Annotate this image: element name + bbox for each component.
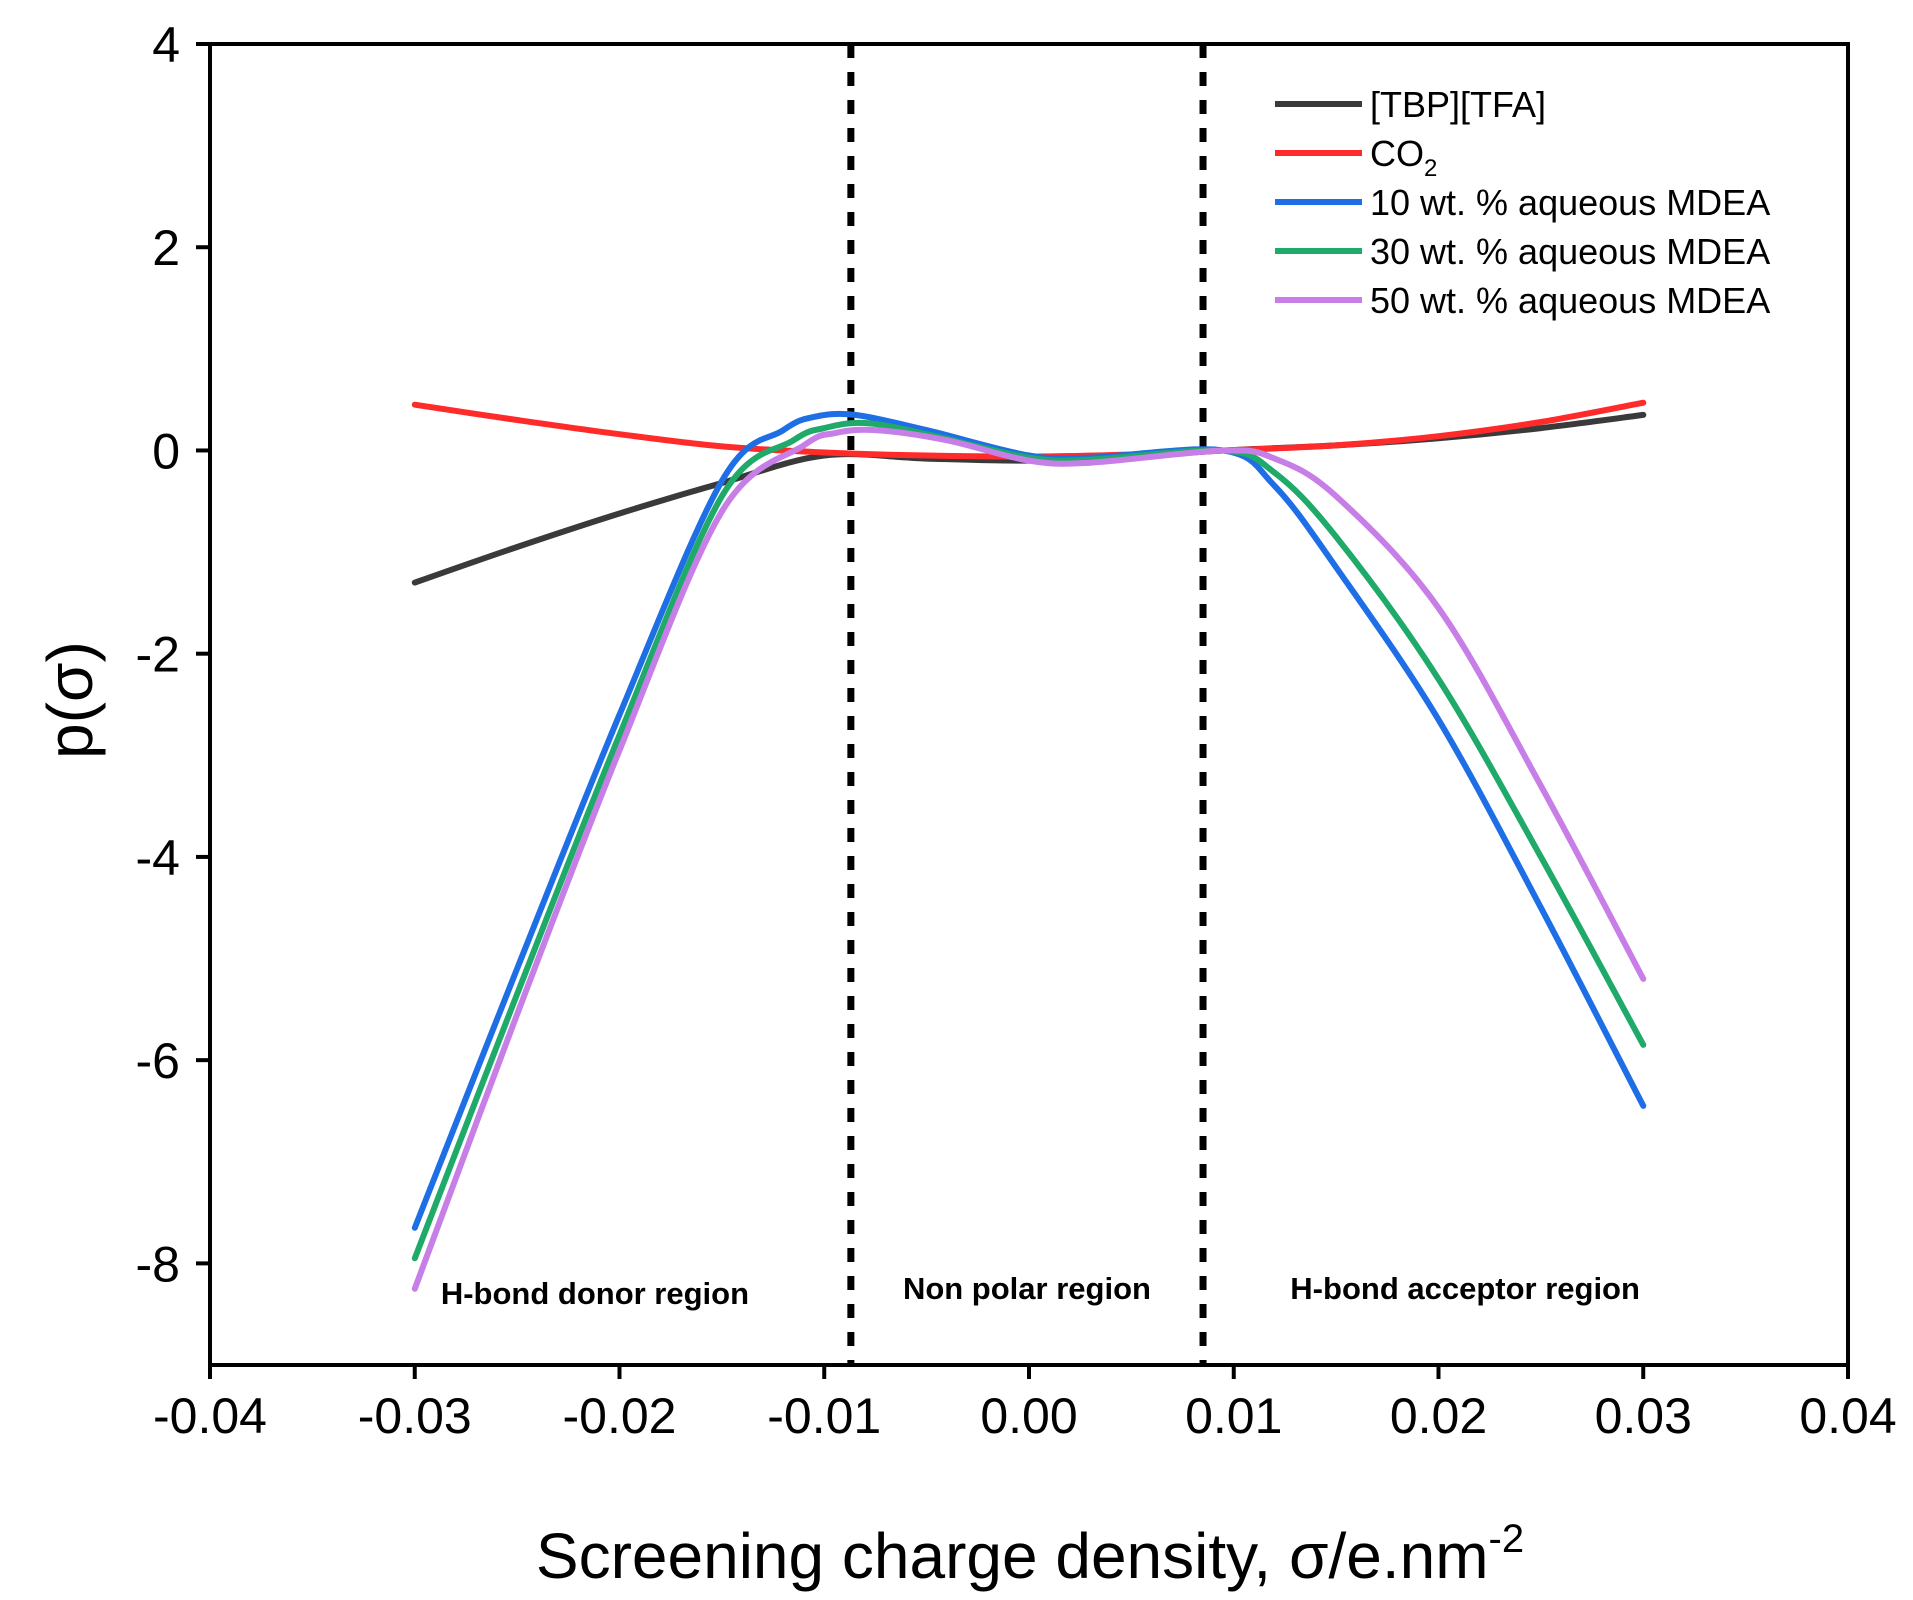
region-label-non-polar-region: Non polar region xyxy=(903,1271,1151,1306)
region-divider-lines xyxy=(847,44,1207,1365)
y-tick-label: -4 xyxy=(136,830,180,886)
x-axis-title: Screening charge density, σ/e.nm-2 xyxy=(536,1517,1524,1592)
x-tick-label: -0.04 xyxy=(153,1388,267,1444)
x-tick-label: -0.01 xyxy=(767,1388,881,1444)
x-tick-label: 0.04 xyxy=(1799,1388,1896,1444)
legend-label-tbp-tfa: [TBP][TFA] xyxy=(1370,84,1546,125)
series-line-30-wt-aqueous-mdea xyxy=(411,419,1647,1262)
x-tick-label: -0.02 xyxy=(563,1388,677,1444)
x-tick-label: 0.03 xyxy=(1595,1388,1692,1444)
y-tick-label: -2 xyxy=(136,627,180,683)
y-tick-label: -8 xyxy=(136,1236,180,1292)
x-axis: -0.04 -0.03 -0.02 -0.01 0.00 0.01 0.02 0.03 0.04 xyxy=(153,1365,1897,1444)
y-tick-label: 2 xyxy=(152,220,180,276)
y-tick-label: 0 xyxy=(152,423,180,479)
region-label-h-bond-acceptor-region: H-bond acceptor region xyxy=(1290,1271,1640,1306)
region-label-h-bond-donor-region: H-bond donor region xyxy=(441,1276,749,1311)
y-tick-label: -6 xyxy=(136,1033,180,1089)
series-line-tbp-tfa xyxy=(411,411,1647,586)
series-line-10-wt-aqueous-mdea xyxy=(411,410,1647,1231)
series-line-co2 xyxy=(411,399,1647,460)
series-line-50-wt-aqueous-mdea xyxy=(411,426,1647,1292)
x-tick-label: 0.01 xyxy=(1185,1388,1282,1444)
region-labels: H-bond donor region Non polar region H-bon… xyxy=(441,1271,1640,1311)
legend-label-50-wt-aqueous-mdea: 50 wt. % aqueous MDEA xyxy=(1370,280,1770,321)
y-axis: -8 -6 -4 -2 0 2 4 xyxy=(136,17,210,1292)
x-axis-title-superscript: -2 xyxy=(1489,1517,1525,1561)
y-tick-label: 4 xyxy=(152,17,180,73)
x-tick-label: 0.02 xyxy=(1390,1388,1487,1444)
legend-label-30-wt-aqueous-mdea: 30 wt. % aqueous MDEA xyxy=(1370,231,1770,272)
plot-series xyxy=(411,399,1647,1292)
x-tick-label: 0.00 xyxy=(980,1388,1077,1444)
x-axis-title-text: Screening charge density, σ/e.nm xyxy=(536,1520,1489,1592)
legend-label-co2: CO2 xyxy=(1370,133,1437,182)
x-tick-label: -0.03 xyxy=(358,1388,472,1444)
legend-label-10-wt-aqueous-mdea: 10 wt. % aqueous MDEA xyxy=(1370,182,1770,223)
y-axis-title: p(σ) xyxy=(34,641,106,759)
